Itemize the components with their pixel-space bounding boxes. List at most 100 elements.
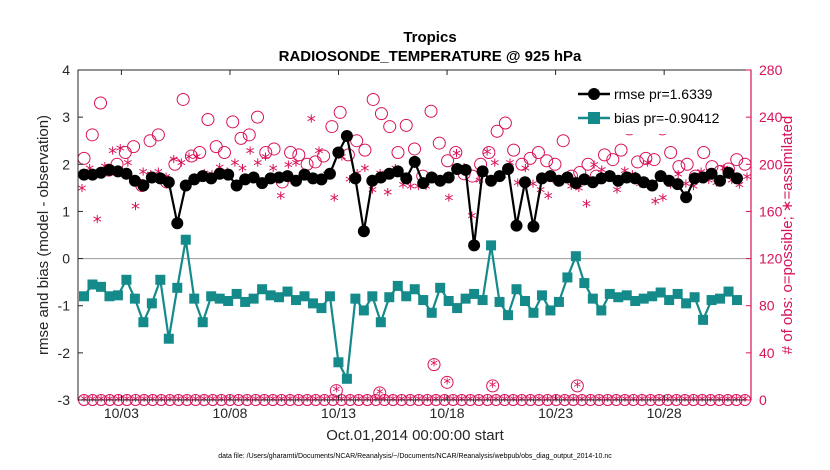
y-tick-label-right: 200	[759, 156, 783, 172]
obs-zero-star: *	[664, 392, 672, 410]
obs-zero-star: *	[140, 392, 148, 410]
y-tick-label-right: 240	[759, 109, 783, 125]
obs-possible-marker	[498, 116, 512, 130]
obs-assimilated-marker: *	[131, 199, 140, 220]
rmse-point	[493, 170, 506, 183]
obs-assimilated-marker: *	[574, 181, 583, 202]
bias-point	[536, 290, 547, 301]
obs-zero-star: *	[518, 392, 526, 410]
obs-possible-marker	[614, 143, 628, 157]
obs-possible-marker	[507, 143, 521, 157]
bias-point	[223, 296, 234, 306]
bias-point	[316, 303, 327, 314]
obs-zero-star: *	[123, 392, 131, 410]
obs-possible-marker	[432, 136, 446, 150]
x-tick-label: 10/08	[212, 405, 247, 421]
rmse-point	[78, 168, 90, 181]
obs-possible-marker	[366, 92, 380, 106]
obs-zero-star: *	[638, 392, 646, 410]
x-tick-label: 10/18	[430, 405, 465, 421]
obs-possible-marker	[333, 105, 347, 119]
x-tick-label: 10/28	[647, 405, 682, 421]
obs-assimilated-marker: *	[475, 173, 484, 194]
rmse-point	[408, 155, 421, 168]
obs-low-star: *	[376, 385, 384, 403]
obs-zero-star: *	[424, 392, 432, 410]
obs-assimilated-marker: *	[116, 141, 125, 162]
chart-title: Tropics	[403, 29, 456, 46]
obs-assimilated-marker: *	[276, 188, 285, 209]
obs-zero-star: *	[690, 392, 698, 410]
obs-zero-star: *	[587, 392, 595, 410]
rmse-point	[349, 172, 362, 185]
rmse-point	[468, 239, 481, 252]
obs-assimilated-marker: *	[421, 179, 430, 200]
obs-zero-star: *	[595, 392, 603, 410]
obs-low-marker	[570, 379, 584, 393]
y-axis-right: 0 40 80 120 160 200 240 280	[746, 62, 783, 408]
obs-low-star: *	[443, 374, 451, 392]
rmse-point	[502, 163, 515, 175]
obs-zero-star: *	[458, 392, 466, 410]
bias-point	[138, 317, 149, 328]
obs-assimilated-marker: *	[743, 169, 752, 190]
bias-point	[715, 293, 726, 304]
obs-zero-star: *	[492, 392, 500, 410]
legend-bias-marker	[588, 112, 600, 124]
obs-assimilated-marker: *	[253, 155, 262, 176]
bias-point	[647, 291, 658, 302]
obs-zero-star: *	[398, 392, 406, 410]
obs-possible-marker	[383, 120, 397, 134]
bias-point	[409, 284, 420, 295]
obs-low-star: *	[489, 378, 497, 396]
obs-zero-star: *	[415, 392, 423, 410]
obs-zero-star: *	[621, 392, 629, 410]
bias-point	[664, 295, 675, 306]
obs-assimilated-marker: *	[192, 149, 201, 170]
obs-possible-marker	[647, 153, 661, 167]
bias-point	[545, 305, 556, 316]
bias-point	[443, 296, 454, 306]
obs-zero-star: *	[243, 392, 251, 410]
x-tick-label: 10/03	[104, 405, 139, 421]
obs-assimilated-marker: *	[681, 177, 690, 198]
rmse-series	[78, 130, 743, 252]
obs-assimilated-marker: *	[330, 191, 339, 212]
rmse-point	[476, 165, 489, 178]
bias-point	[392, 280, 403, 291]
obs-possible-marker	[193, 146, 207, 159]
obs-assimilated-marker: *	[345, 172, 354, 193]
obs-zero-star: *	[89, 392, 97, 410]
y-tick-label: -2	[58, 345, 71, 361]
bias-point	[452, 303, 463, 314]
bias-point	[604, 288, 615, 299]
bias-point	[503, 310, 514, 321]
bias-point	[129, 293, 140, 304]
obs-possible-marker	[127, 140, 141, 154]
obs-zero-star: *	[364, 392, 372, 410]
bias-point	[562, 272, 573, 283]
rmse-point	[137, 179, 150, 192]
bias-point	[698, 314, 709, 325]
y-tick-label-right: 280	[759, 62, 783, 78]
obs-possible-marker	[606, 153, 620, 167]
bias-point	[528, 307, 539, 318]
obs-possible-marker	[490, 124, 504, 138]
bias-point	[384, 292, 395, 303]
obs-possible-marker	[267, 142, 281, 156]
rmse-point	[459, 163, 472, 176]
y-tick-label: -3	[58, 392, 71, 408]
obs-possible-marker	[482, 146, 496, 159]
bias-point	[79, 291, 89, 302]
obs-possible-marker	[358, 143, 372, 157]
bias-point	[511, 284, 522, 295]
obs-assimilated-marker: *	[337, 149, 346, 170]
obs-assimilated-marker: *	[169, 152, 178, 173]
obs-assimilated-marker: *	[643, 155, 652, 176]
obs-assimilated-marker: *	[651, 194, 660, 215]
bias-point	[621, 290, 632, 301]
obs-low-marker	[329, 384, 343, 398]
obs-possible-marker	[598, 148, 612, 162]
obs-possible-marker	[531, 146, 545, 159]
bias-point	[706, 295, 717, 306]
